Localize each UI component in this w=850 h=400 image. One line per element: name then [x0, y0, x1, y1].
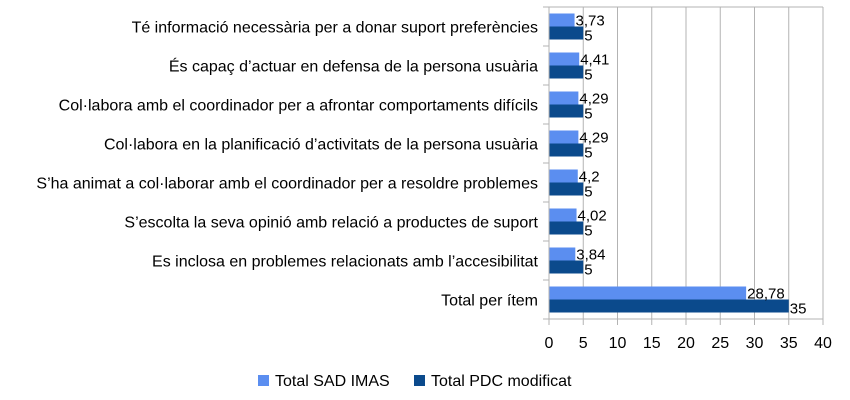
legend-label: Total PDC modificat — [431, 373, 572, 390]
gridlines — [548, 6, 824, 319]
bars — [549, 13, 789, 313]
bar-pdc-modificat — [549, 299, 789, 313]
data-label: 3,84 — [576, 247, 605, 264]
axes: 0 5 10 15 20 25 30 35 40 — [543, 6, 832, 352]
bar-sad-imas — [549, 286, 747, 300]
data-label: 5 — [584, 145, 592, 162]
category-label: S’escolta la seva opinió amb relació a p… — [124, 215, 538, 232]
x-tick-label: 15 — [643, 335, 661, 352]
data-label: 4,02 — [578, 208, 607, 225]
x-tick-label: 35 — [780, 335, 798, 352]
bar-sad-imas — [549, 247, 576, 261]
data-label: 5 — [584, 28, 592, 45]
bar-pdc-modificat — [549, 182, 584, 196]
category-label: Total per ítem — [441, 293, 538, 310]
data-label: 4,41 — [580, 52, 609, 69]
x-tick-label: 25 — [711, 335, 729, 352]
bar-pdc-modificat — [549, 221, 584, 235]
category-label: Té informació necessària per a donar sup… — [132, 20, 538, 37]
legend: Total SAD IMAS Total PDC modificat — [258, 373, 572, 390]
data-label: 5 — [584, 106, 592, 123]
category-label: És capaç d’actuar en defensa de la perso… — [169, 57, 538, 76]
legend-label: Total SAD IMAS — [275, 373, 390, 390]
x-tick-label: 20 — [677, 335, 695, 352]
data-label: 5 — [584, 223, 592, 240]
data-label: 5 — [584, 184, 592, 201]
data-label: 35 — [790, 301, 807, 318]
data-label: 28,78 — [747, 286, 785, 303]
legend-swatch — [258, 375, 269, 386]
bar-pdc-modificat — [549, 65, 584, 79]
legend-swatch — [414, 375, 425, 386]
data-label: 3,73 — [576, 13, 605, 30]
bar-sad-imas — [549, 91, 579, 105]
data-label: 5 — [584, 262, 592, 279]
bar-sad-imas — [549, 130, 579, 144]
x-tick-label: 5 — [579, 335, 588, 352]
x-tick-label: 0 — [545, 335, 554, 352]
bar-sad-imas — [549, 13, 575, 27]
x-tick-label: 30 — [746, 335, 764, 352]
category-label: Es inclosa en problemes relacionats amb … — [152, 254, 539, 271]
data-label: 5 — [584, 67, 592, 84]
bar-sad-imas — [549, 169, 578, 183]
labels: Té informació necessària per a donar sup… — [36, 13, 806, 318]
x-tick-label: 40 — [814, 335, 832, 352]
data-label: 4,2 — [579, 169, 600, 186]
bar-pdc-modificat — [549, 104, 584, 118]
category-label: Col·labora en la planificació d’activita… — [104, 137, 538, 154]
category-label: Col·labora amb el coordinador per a afro… — [59, 98, 538, 115]
x-tick-label: 10 — [609, 335, 627, 352]
bar-sad-imas — [549, 208, 577, 222]
data-label: 4,29 — [579, 130, 608, 147]
data-label: 4,29 — [579, 91, 608, 108]
bar-pdc-modificat — [549, 260, 584, 274]
category-label: S’ha animat a col·laborar amb el coordin… — [36, 176, 538, 193]
bar-sad-imas — [549, 52, 580, 66]
bar-pdc-modificat — [549, 26, 584, 40]
bar-pdc-modificat — [549, 143, 584, 157]
